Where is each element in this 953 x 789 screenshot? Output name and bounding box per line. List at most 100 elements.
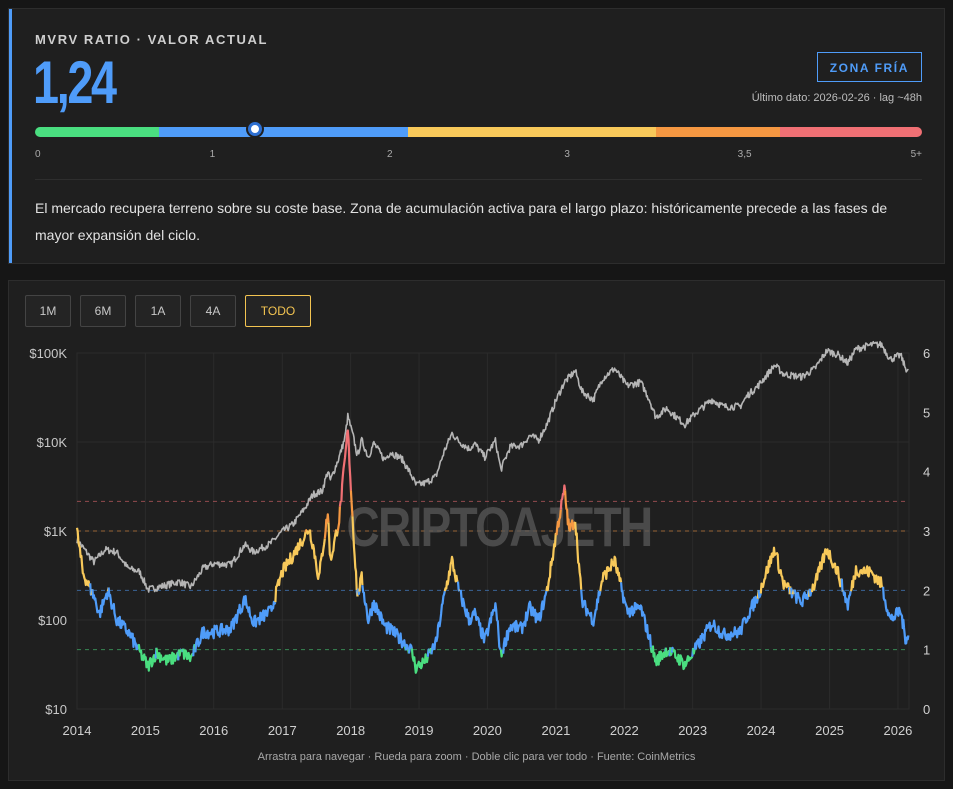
gauge-segment bbox=[655, 127, 781, 137]
x-tick-label: 2022 bbox=[610, 723, 639, 738]
mvrv-series-segment bbox=[177, 649, 182, 657]
x-tick-label: 2014 bbox=[63, 723, 92, 738]
gauge-tick-label: 3 bbox=[564, 149, 570, 160]
mvrv-series-segment bbox=[274, 531, 307, 603]
mvrv-series-segment bbox=[693, 595, 759, 650]
mvrv-series-segment bbox=[430, 643, 435, 655]
gauge-tick-label: 2 bbox=[387, 149, 393, 160]
y-right-tick-label: 3 bbox=[923, 524, 930, 539]
mvrv-series-segment bbox=[580, 589, 602, 627]
x-tick-label: 2018 bbox=[336, 723, 365, 738]
mvrv-series-segment bbox=[790, 587, 794, 599]
mvrv-series-segment bbox=[574, 521, 583, 590]
mvrv-series-segment bbox=[407, 643, 413, 654]
gauge-tick-label: 1 bbox=[209, 149, 216, 160]
range-button-4a[interactable]: 4A bbox=[190, 295, 236, 327]
gauge-tick-label: 0 bbox=[35, 149, 41, 160]
price-series-line bbox=[76, 340, 909, 593]
mvrv-series-segment bbox=[502, 590, 548, 654]
mvrv-series-segment bbox=[459, 589, 502, 651]
mvrv-series-segment bbox=[793, 589, 811, 608]
mvrv-series-segment bbox=[759, 546, 790, 594]
mvrv-series-segment bbox=[75, 527, 92, 588]
range-button-6m[interactable]: 6M bbox=[80, 295, 126, 327]
mvrv-series-segment bbox=[788, 586, 792, 595]
mvrv-series-segment bbox=[545, 532, 558, 592]
y-left-tick-label: $10 bbox=[45, 702, 67, 717]
watermark-text: CRIPTOAJETH bbox=[346, 496, 651, 558]
mvrv-series-segment bbox=[564, 490, 571, 530]
mvrv-series-segment bbox=[349, 490, 354, 517]
metric-label: MVRV RATIO · VALOR ACTUAL bbox=[35, 32, 269, 47]
divider bbox=[35, 179, 922, 180]
x-tick-label: 2024 bbox=[747, 723, 776, 738]
gauge-marker bbox=[247, 122, 262, 136]
mvrv-series-segment bbox=[357, 588, 361, 596]
mvrv-series-segment bbox=[651, 645, 667, 667]
mvrv-series-segment bbox=[692, 647, 696, 655]
gauge-segment bbox=[407, 127, 656, 137]
mvrv-series-segment bbox=[305, 530, 311, 535]
mvrv-series-segment bbox=[433, 590, 446, 651]
range-button-1m[interactable]: 1M bbox=[25, 295, 71, 327]
zone-gauge bbox=[35, 127, 922, 137]
mvrv-series-segment bbox=[757, 589, 762, 599]
mvrv-series-segment bbox=[336, 506, 341, 532]
y-left-tick-label: $100 bbox=[38, 613, 67, 628]
mvrv-series-segment bbox=[351, 516, 358, 591]
mvrv-series-segment bbox=[308, 529, 326, 580]
mvrv-series-segment bbox=[599, 555, 623, 592]
y-right-tick-label: 2 bbox=[923, 583, 930, 598]
mvrv-series-segment bbox=[361, 585, 407, 649]
mvrv-series-segment bbox=[456, 581, 460, 592]
mvrv-series-segment bbox=[182, 648, 195, 663]
x-tick-label: 2026 bbox=[883, 723, 912, 738]
mvrv-series-segment bbox=[155, 647, 180, 666]
gauge-segment bbox=[35, 127, 160, 137]
x-tick-label: 2020 bbox=[473, 723, 502, 738]
mvrv-summary-panel: MVRV RATIO · VALOR ACTUAL 1,24 ZONA FRÍA… bbox=[8, 8, 945, 264]
y-right-tick-label: 0 bbox=[923, 702, 930, 717]
gauge-tick-label: 3,5 bbox=[737, 149, 752, 160]
chart-footer-note: Arrastra para navegar · Rueda para zoom … bbox=[257, 751, 696, 763]
mvrv-series-segment bbox=[137, 644, 157, 672]
gauge-segment bbox=[780, 127, 922, 137]
mvrv-series-segment bbox=[620, 582, 652, 648]
mvrv-series-segment bbox=[335, 529, 339, 537]
market-description: El mercado recupera terreno sobre su cos… bbox=[35, 200, 888, 243]
mvrv-series-segment bbox=[810, 548, 843, 593]
mvrv-series-segment bbox=[649, 647, 654, 653]
x-tick-label: 2021 bbox=[541, 723, 570, 738]
y-left-tick-label: $100K bbox=[29, 346, 67, 361]
mvrv-series-segment bbox=[340, 429, 352, 502]
last-data-timestamp: Último dato: 2026-02-26 · lag ~48h bbox=[751, 92, 922, 104]
x-tick-label: 2025 bbox=[815, 723, 844, 738]
x-tick-label: 2015 bbox=[131, 723, 160, 738]
x-tick-label: 2017 bbox=[268, 723, 297, 738]
y-left-tick-label: $1K bbox=[44, 524, 67, 539]
range-button-todo[interactable]: TODO bbox=[245, 295, 311, 327]
mvrv-series-segment bbox=[107, 587, 140, 651]
mvrv-series-segment bbox=[840, 578, 844, 592]
mvrv-series-segment bbox=[670, 646, 675, 653]
mvrv-series-segment bbox=[327, 522, 337, 561]
y-right-tick-label: 6 bbox=[923, 346, 930, 361]
mvrv-series-segment bbox=[672, 648, 694, 671]
mvrv-series-segment bbox=[842, 590, 852, 611]
y-left-tick-label: $10K bbox=[37, 435, 68, 450]
mvrv-series-segment bbox=[410, 648, 429, 674]
range-button-1a[interactable]: 1A bbox=[135, 295, 181, 327]
accent-bar bbox=[9, 9, 12, 263]
mvrv-series-segment bbox=[849, 565, 884, 592]
metric-value: 1,24 bbox=[33, 49, 117, 116]
mvrv-series-segment bbox=[443, 555, 459, 592]
gauge-segment bbox=[159, 127, 408, 137]
mvrv-series-segment bbox=[323, 513, 330, 539]
mvrv-series-segment bbox=[559, 484, 567, 510]
y-right-tick-label: 1 bbox=[923, 643, 930, 658]
chart-panel: 1M 6M 1A 4A TODO CRIPTOAJETH 2014 2015 2 0 1 6 2017… bbox=[8, 280, 945, 781]
y-right-tick-label: 4 bbox=[923, 465, 930, 480]
y-right-tick-label: 5 bbox=[923, 405, 930, 420]
mvrv-series-segment bbox=[304, 529, 308, 533]
